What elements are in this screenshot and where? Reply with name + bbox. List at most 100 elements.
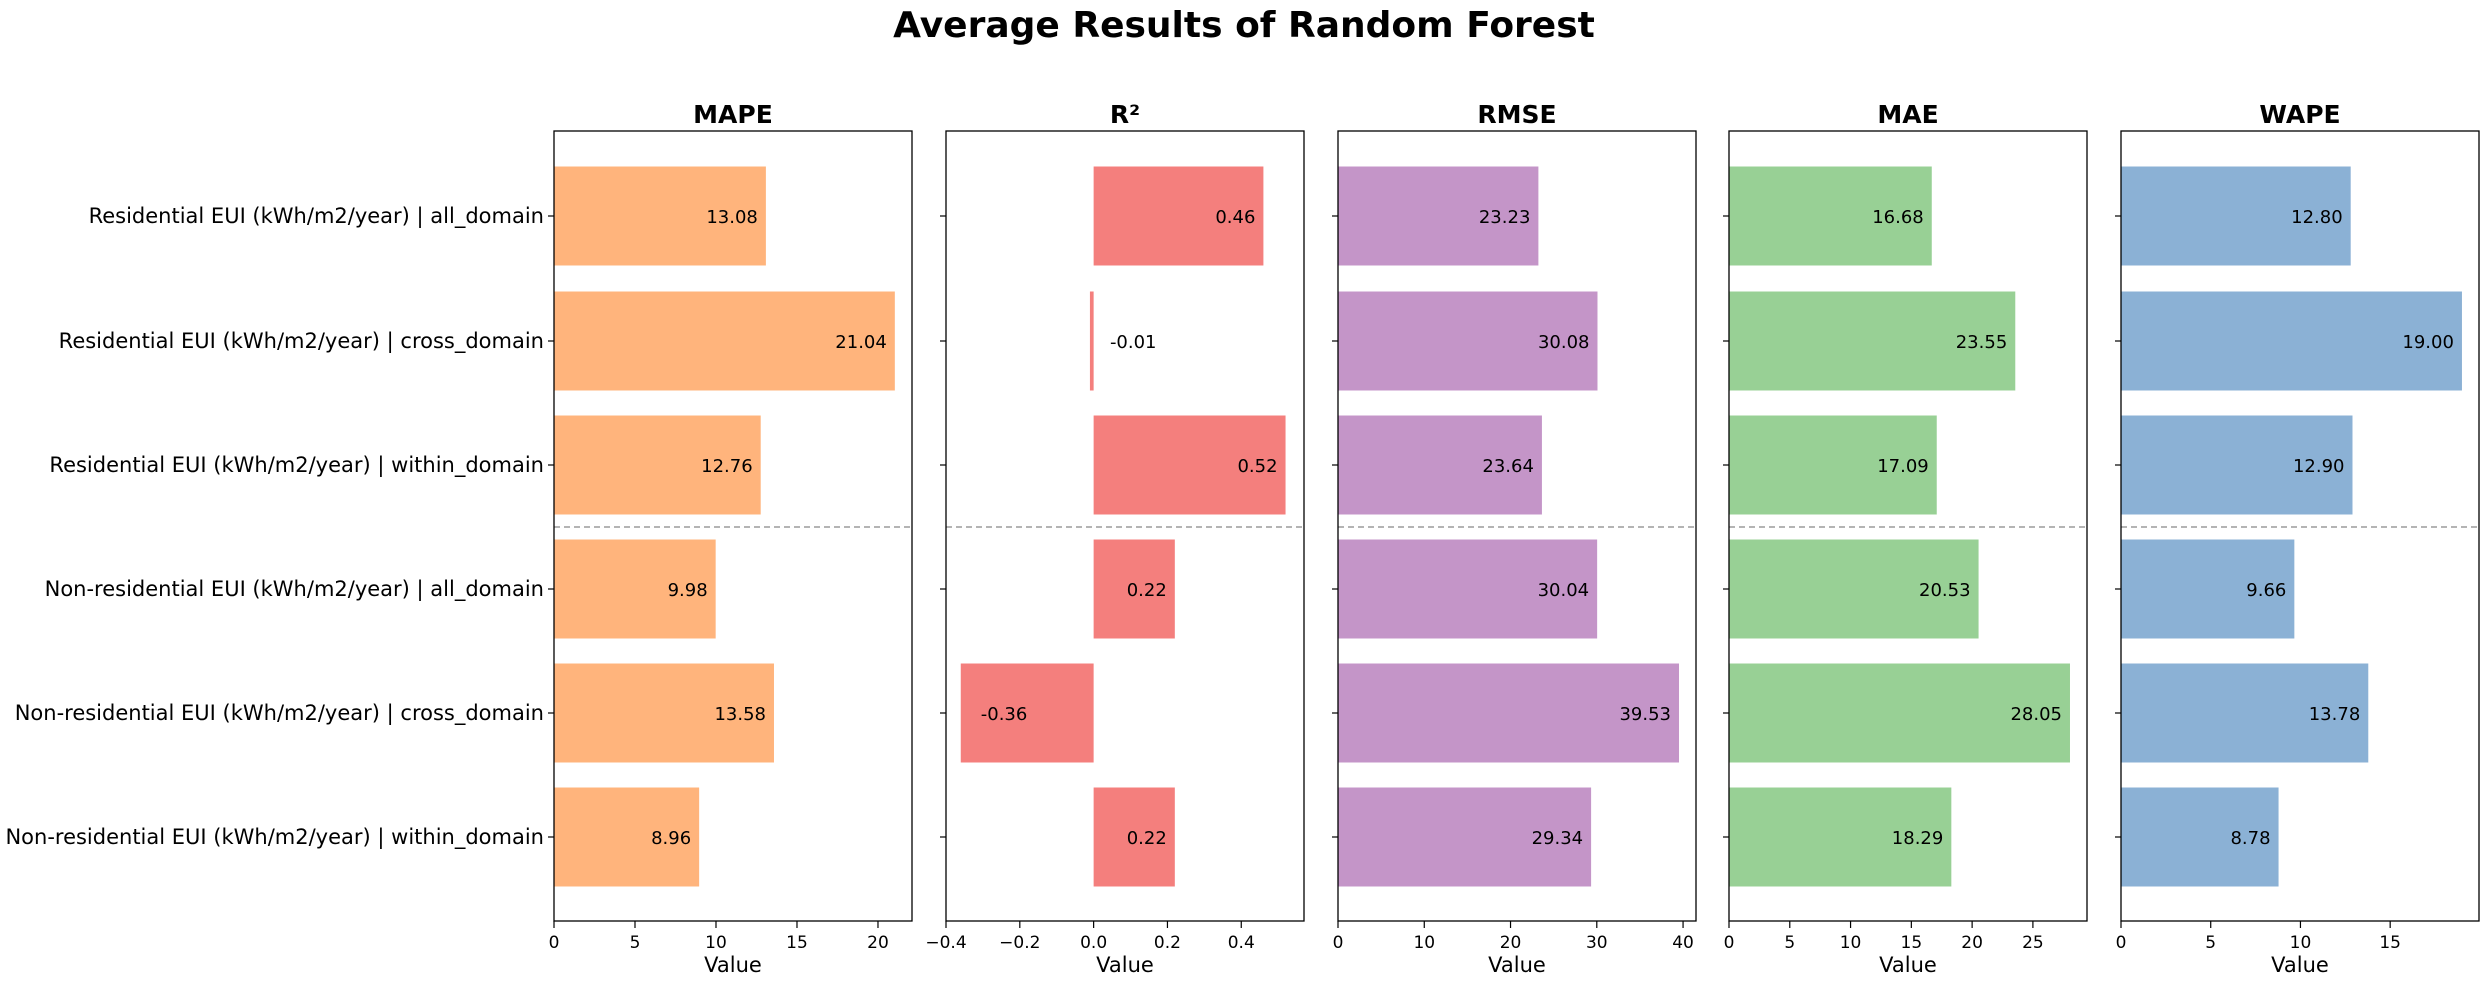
category-label: Non-residential EUI (kWh/m2/year) | with… xyxy=(5,825,544,850)
bar xyxy=(554,787,700,887)
x-tick-label: 5 xyxy=(2205,933,2216,953)
data-label: 0.52 xyxy=(1237,456,1277,477)
data-label: 0.46 xyxy=(1215,207,1255,228)
bar xyxy=(2121,166,2351,266)
data-label: 23.23 xyxy=(1479,207,1531,228)
bar xyxy=(960,663,1094,763)
data-label: 13.78 xyxy=(2309,704,2361,725)
bar xyxy=(554,663,774,763)
bar xyxy=(1729,166,1932,266)
panel-title: RMSE xyxy=(1477,100,1556,129)
x-tick-label: 10 xyxy=(1840,933,1862,953)
category-label: Non-residential EUI (kWh/m2/year) | cros… xyxy=(15,701,544,726)
panel-mape: 13.08 21.04 12.76 9.98 13.58 8.96 0 5 10 15 20 MAPE… xyxy=(548,100,913,977)
data-label: 9.98 xyxy=(668,580,708,601)
data-label: 0.22 xyxy=(1127,828,1167,849)
data-label: 39.53 xyxy=(1619,704,1671,725)
x-tick-label: 20 xyxy=(1500,933,1522,953)
data-label: 8.96 xyxy=(651,828,691,849)
bar xyxy=(1338,539,1598,639)
bar xyxy=(2121,787,2279,887)
chart-title: Average Results of Random Forest xyxy=(893,5,1595,46)
data-label: 18.29 xyxy=(1892,828,1944,849)
x-tick-label: 0 xyxy=(1333,933,1344,953)
category-label: Non-residential EUI (kWh/m2/year) | all_… xyxy=(45,577,544,602)
bar xyxy=(1089,291,1094,391)
x-tick-label: 0 xyxy=(1724,933,1735,953)
panel-title: R² xyxy=(1110,100,1140,129)
data-label: 8.78 xyxy=(2230,828,2270,849)
plot-frame xyxy=(553,130,913,922)
panel-title: MAPE xyxy=(693,100,773,129)
data-label: 20.53 xyxy=(1919,580,1971,601)
panel-wape: 12.80 19.00 12.90 9.66 13.78 8.78 0 5 10 15 WAPE Va… xyxy=(2115,100,2480,977)
category-label: Residential EUI (kWh/m2/year) | all_doma… xyxy=(89,204,544,229)
x-tick-label: 10 xyxy=(2290,933,2312,953)
x-tick-label: −0.4 xyxy=(925,933,966,953)
bar xyxy=(1729,539,1979,639)
bar xyxy=(1729,415,1937,515)
x-tick-label: 5 xyxy=(1784,933,1795,953)
data-label: 28.05 xyxy=(2010,704,2062,725)
bar xyxy=(2121,415,2353,515)
data-label: 13.08 xyxy=(706,207,758,228)
x-tick-label: −0.2 xyxy=(999,933,1040,953)
bar xyxy=(1338,291,1598,391)
plot-frame xyxy=(1337,130,1697,922)
x-tick-label: 40 xyxy=(1672,933,1694,953)
bar xyxy=(1093,415,1286,515)
bar xyxy=(554,415,761,515)
x-tick-label: 0 xyxy=(549,933,560,953)
x-tick-label: 0.0 xyxy=(1080,933,1107,953)
data-label: 29.34 xyxy=(1532,828,1584,849)
bar xyxy=(1338,787,1592,887)
data-label: 9.66 xyxy=(2246,580,2286,601)
data-label: 12.90 xyxy=(2293,456,2345,477)
bar xyxy=(1729,787,1952,887)
data-label: 23.55 xyxy=(1956,332,2008,353)
data-label: -0.36 xyxy=(981,704,1028,725)
x-tick-label: 15 xyxy=(1901,933,1923,953)
x-tick-label: 5 xyxy=(630,933,641,953)
bar xyxy=(1338,166,1539,266)
bar xyxy=(2121,663,2369,763)
x-tick-label: 10 xyxy=(1413,933,1435,953)
x-tick-label: 15 xyxy=(786,933,808,953)
x-axis-label: Value xyxy=(704,953,762,977)
x-tick-label: 25 xyxy=(2022,933,2044,953)
category-label: Residential EUI (kWh/m2/year) | within_d… xyxy=(49,453,544,478)
data-label: 0.22 xyxy=(1127,580,1167,601)
bar xyxy=(554,291,895,391)
x-tick-label: 0.2 xyxy=(1154,933,1181,953)
bar xyxy=(1729,663,2070,763)
bar xyxy=(1093,539,1175,639)
bar xyxy=(2121,291,2462,391)
data-label: 12.80 xyxy=(2291,207,2343,228)
panel-title: WAPE xyxy=(2259,100,2340,129)
bar xyxy=(554,539,716,639)
data-label: 30.08 xyxy=(1538,332,1590,353)
x-tick-label: 20 xyxy=(1961,933,1983,953)
x-tick-label: 0.4 xyxy=(1228,933,1255,953)
x-axis-label: Value xyxy=(1488,953,1546,977)
panel-rmse: 23.23 30.08 23.64 30.04 39.53 29.34 0 10 20 30 40 R… xyxy=(1332,100,1697,977)
data-label: 16.68 xyxy=(1872,207,1924,228)
x-tick-label: 30 xyxy=(1586,933,1608,953)
x-tick-label: 20 xyxy=(867,933,889,953)
data-label: -0.01 xyxy=(1110,332,1157,353)
x-axis-label: Value xyxy=(1879,953,1937,977)
bar xyxy=(554,166,766,266)
plot-frame xyxy=(1728,130,2088,922)
panel-mae: 16.68 23.55 17.09 20.53 28.05 18.29 0 5 10 15 20 25… xyxy=(1723,100,2088,977)
category-label: Residential EUI (kWh/m2/year) | cross_do… xyxy=(59,329,544,354)
data-label: 21.04 xyxy=(835,332,887,353)
bar xyxy=(1729,291,2016,391)
x-tick-label: 0 xyxy=(2116,933,2127,953)
data-label: 19.00 xyxy=(2402,332,2454,353)
x-axis-label: Value xyxy=(2271,953,2329,977)
bar xyxy=(1093,166,1264,266)
data-label: 12.76 xyxy=(701,456,753,477)
panel-title: MAE xyxy=(1877,100,1938,129)
data-label: 30.04 xyxy=(1538,580,1590,601)
